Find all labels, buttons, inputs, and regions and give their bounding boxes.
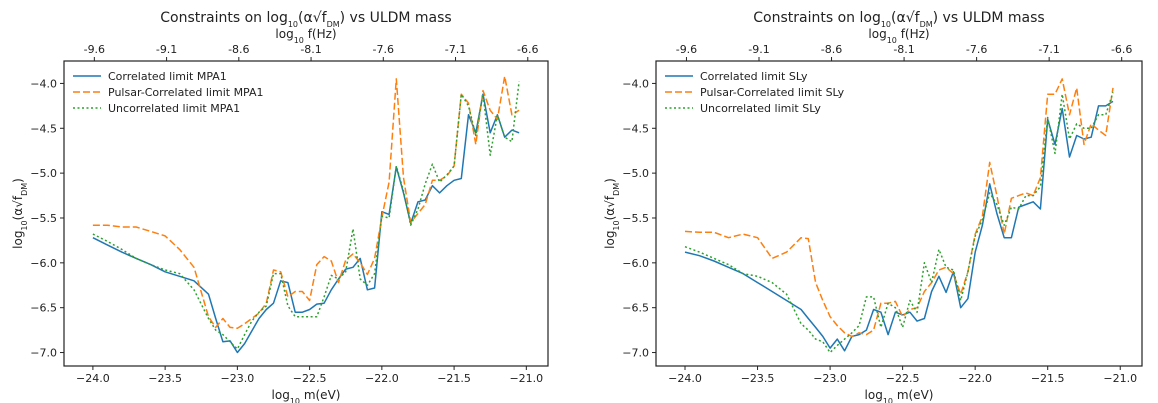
top-x-axis-label: log10 f(Hz)	[275, 27, 336, 45]
series-line-3	[684, 92, 1114, 354]
y-tick-label: −4.5	[30, 122, 57, 135]
y-tick-label: −6.5	[30, 302, 57, 315]
y-tick-label: −4.0	[30, 77, 57, 90]
y-axis-label: log10(α√fDM)	[11, 178, 29, 249]
x-tick-label: −23.5	[148, 372, 182, 385]
y-tick-label: −4.5	[622, 122, 649, 135]
plot-frame	[63, 60, 549, 367]
top-x-tick-label: -8.6	[821, 43, 842, 56]
x-tick-label: −22.5	[886, 372, 920, 385]
y-tick-label: −7.0	[622, 347, 649, 360]
top-x-tick-label: -7.1	[1038, 43, 1059, 56]
top-x-tick-label: -6.6	[1111, 43, 1132, 56]
y-tick-label: −5.5	[622, 212, 649, 225]
x-tick-label: −21.5	[1031, 372, 1065, 385]
top-x-tick-label: -8.1	[893, 43, 914, 56]
top-x-tick-label: -8.1	[300, 43, 321, 56]
y-tick-label: −6.5	[622, 302, 649, 315]
chart-title: Constraints on log10(α√fDM) vs ULDM mass	[160, 10, 451, 29]
y-tick-label: −6.0	[30, 257, 57, 270]
series-line-2	[684, 78, 1114, 338]
legend-label-1: Correlated limit SLy	[700, 70, 808, 83]
y-tick-label: −5.0	[30, 167, 57, 180]
top-x-tick-label: -8.6	[228, 43, 249, 56]
x-tick-label: −24.0	[668, 372, 702, 385]
top-x-tick-label: -7.6	[966, 43, 987, 56]
x-tick-label: −21.0	[509, 372, 543, 385]
y-tick-label: −5.5	[30, 212, 57, 225]
top-x-tick-label: -9.1	[156, 43, 177, 56]
top-x-axis-label: log10 f(Hz)	[868, 27, 929, 45]
legend-label-2: Pulsar-Correlated limit MPA1	[108, 86, 264, 99]
x-tick-label: −21.5	[437, 372, 471, 385]
x-tick-label: −23.0	[813, 372, 847, 385]
plot-frame	[655, 60, 1143, 367]
x-tick-label: −21.0	[1103, 372, 1137, 385]
legend-label-2: Pulsar-Correlated limit SLy	[700, 86, 845, 99]
top-x-tick-label: -9.1	[748, 43, 769, 56]
chart-title: Constraints on log10(α√fDM) vs ULDM mass	[753, 10, 1044, 29]
legend-label-1: Correlated limit MPA1	[108, 70, 227, 83]
top-x-tick-label: -6.6	[517, 43, 538, 56]
y-tick-label: −6.0	[622, 257, 649, 270]
y-tick-label: −7.0	[30, 347, 57, 360]
series-line-1	[92, 93, 520, 354]
x-axis-label: log10 m(eV)	[865, 388, 934, 403]
y-tick-label: −4.0	[622, 77, 649, 90]
series-line-1	[684, 100, 1114, 352]
x-tick-label: −23.5	[741, 372, 775, 385]
legend-label-3: Uncorrelated limit MPA1	[108, 102, 240, 115]
series-line-3	[92, 81, 520, 350]
y-axis-label: log10(α√fDM)	[603, 178, 621, 249]
x-tick-label: −22.0	[365, 372, 399, 385]
top-x-tick-label: -9.6	[676, 43, 697, 56]
x-tick-label: −22.0	[958, 372, 992, 385]
top-x-tick-label: -7.1	[445, 43, 466, 56]
x-tick-label: −23.0	[221, 372, 255, 385]
x-tick-label: −22.5	[293, 372, 327, 385]
chart-panel-2: −24.0 −23.5 −23.0 −22.5 −22.0 −21.5 −21.0 −7.0 −…	[603, 10, 1143, 403]
top-x-tick-label: -9.6	[84, 43, 105, 56]
legend-label-3: Uncorrelated limit SLy	[700, 102, 821, 115]
top-x-tick-label: -7.6	[373, 43, 394, 56]
chart-panel-1: −24.0 −23.5 −23.0 −22.5 −22.0 −21.5 −21.0 −7.0 −…	[11, 10, 549, 403]
x-tick-label: −24.0	[76, 372, 110, 385]
y-tick-label: −5.0	[622, 167, 649, 180]
legend: Correlated limit MPA1 Pulsar-Correlated l…	[73, 70, 264, 115]
series-line-2	[92, 75, 520, 330]
legend: Correlated limit SLy Pulsar-Correlated li…	[665, 70, 845, 115]
x-axis-label: log10 m(eV)	[272, 388, 341, 403]
